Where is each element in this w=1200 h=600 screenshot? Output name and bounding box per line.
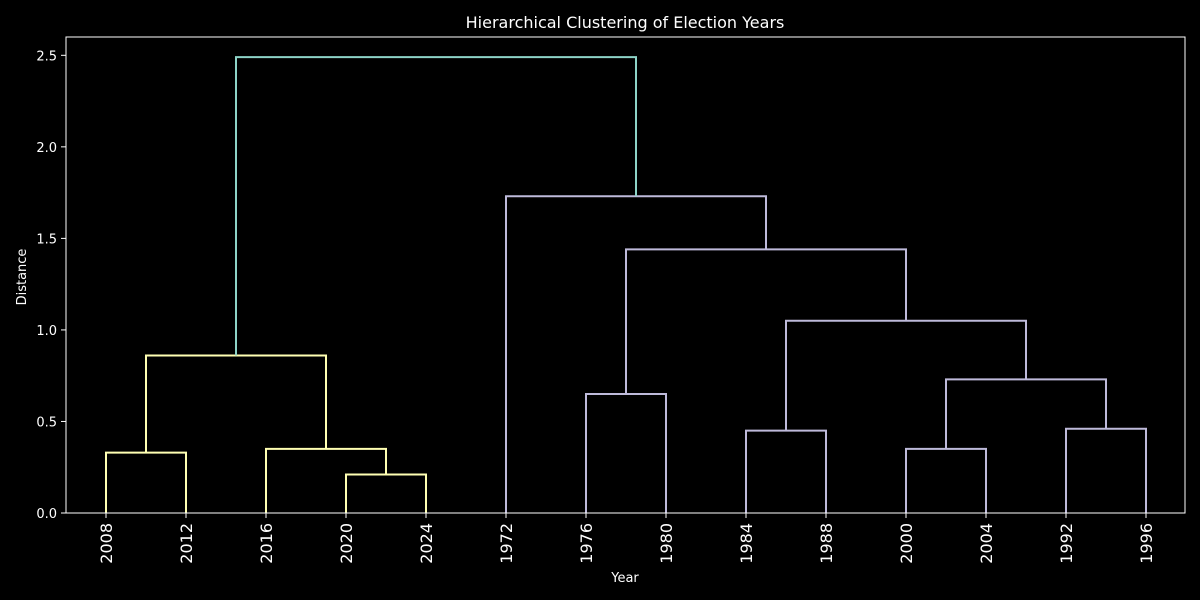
dendrogram-link: [905, 447, 987, 513]
x-tick-label: 2020: [337, 523, 356, 564]
dendrogram-link: [105, 451, 187, 513]
dendrogram-link: [265, 447, 387, 513]
dendrogram-link: [1065, 427, 1147, 513]
y-tick-label: 0.0: [36, 507, 57, 522]
x-tick-label: 1972: [497, 523, 516, 564]
x-tick-label: 2008: [97, 523, 116, 564]
x-tick-label: 1988: [817, 523, 836, 564]
x-axis-ticks: 2008 2012 2016 2020 2024 1972 1976 1980 1984 1988…: [97, 513, 1156, 564]
x-tick-label: 2024: [417, 523, 436, 564]
x-tick-label: 2004: [977, 523, 996, 564]
dendrogram-link: [345, 473, 427, 513]
x-tick-label: 1984: [737, 523, 756, 564]
y-tick-label: 1.0: [36, 324, 57, 339]
y-tick-label: 0.5: [36, 415, 57, 430]
x-tick-label: 1992: [1057, 523, 1076, 564]
dendrogram-link: [745, 429, 827, 513]
x-tick-label: 1996: [1137, 523, 1156, 564]
y-tick-label: 2.0: [36, 141, 57, 156]
x-tick-label: 2016: [257, 523, 276, 564]
dendrogram-link: [585, 393, 667, 513]
plot-frame: [65, 36, 1186, 514]
dendrogram-link: [505, 195, 767, 513]
chart-title: Hierarchical Clustering of Election Year…: [466, 13, 785, 32]
y-tick-label: 2.5: [36, 49, 57, 64]
x-tick-label: 2000: [897, 523, 916, 564]
dendrogram-link: [235, 56, 637, 356]
dendrogram-link: [945, 378, 1107, 449]
dendrogram-link: [145, 354, 327, 453]
y-axis-label: Distance: [15, 249, 30, 306]
x-tick-label: 1976: [577, 523, 596, 564]
dendrogram-links: [105, 56, 1147, 513]
x-axis-label: Year: [610, 571, 639, 586]
x-tick-label: 1980: [657, 523, 676, 564]
x-tick-label: 2012: [177, 523, 196, 564]
y-axis-ticks: 0.0 0.5 1.0 1.5 2.0 2.5: [36, 49, 66, 522]
dendrogram-link: [785, 319, 1027, 431]
y-tick-label: 1.5: [36, 232, 57, 247]
